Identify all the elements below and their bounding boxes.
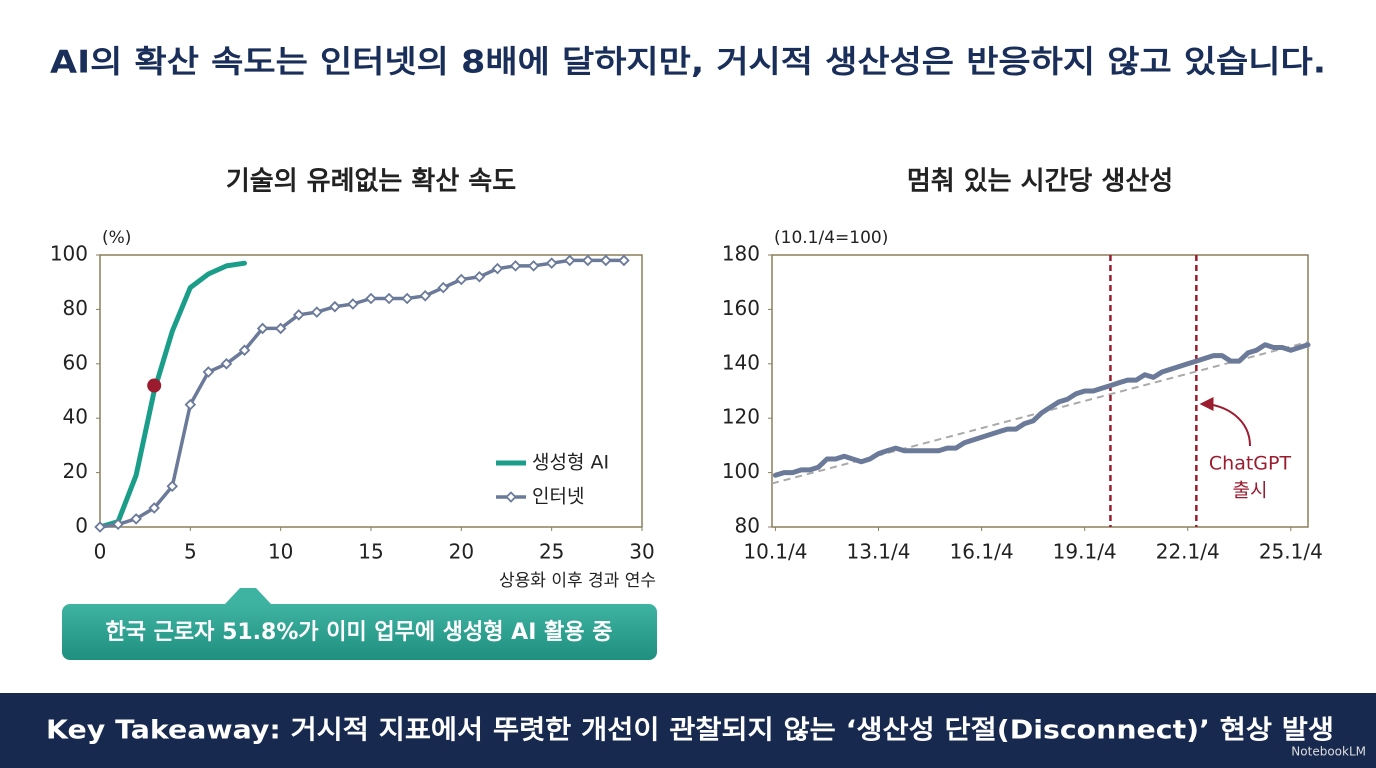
data-point: [329, 300, 341, 313]
x-tick-label: 30: [629, 540, 654, 564]
x-tick-label: 22.1/4: [1156, 540, 1220, 564]
data-point: [202, 366, 215, 378]
highlight-point: [147, 378, 162, 393]
y-tick-label: 120: [722, 405, 760, 429]
data-point: [491, 262, 504, 275]
legend-label: 생성형 AI: [532, 452, 609, 474]
x-tick-label: 10.1/4: [743, 540, 807, 564]
series-line: [97, 260, 247, 530]
y-tick-label: 160: [722, 296, 760, 320]
brand: NotebookLM: [1291, 745, 1366, 759]
data-point: [112, 518, 124, 531]
data-point: [437, 281, 450, 294]
y-tick-label: 80: [63, 296, 88, 320]
data-point: [274, 322, 287, 335]
data-point: [545, 257, 558, 269]
data-point: [184, 398, 197, 411]
data-point: [563, 254, 576, 267]
callout-tab: [225, 588, 271, 604]
x-tick-label: 25: [539, 540, 564, 564]
data-point: [166, 480, 179, 492]
data-point: [455, 273, 468, 286]
data-point: [600, 254, 612, 267]
callout-box: [62, 604, 657, 660]
y-tick-label: 20: [63, 459, 88, 483]
x-tick-label: 15: [358, 540, 383, 564]
annotation-text: 출시: [1233, 480, 1268, 502]
data-point: [292, 309, 305, 321]
data-point: [130, 513, 142, 525]
data-point: [473, 270, 486, 283]
x-axis-label: 상용화 이후 경과 연수: [499, 571, 656, 591]
plot-frame: [771, 254, 1309, 528]
data-point: [256, 322, 269, 335]
callout-text: 한국 근로자 51.8%가 이미 업무에 생성형 AI 활용 중: [106, 620, 613, 645]
chart-title: 멈춰 있는 시간당 생산성: [907, 167, 1173, 197]
y-tick-label: 180: [722, 242, 760, 266]
footer-text: Key Takeaway: 거시적 지표에서 뚜렷한 개선이 관찰되지 않는 ‘…: [46, 716, 1334, 746]
footer-band: [0, 693, 1376, 768]
annotation-text: ChatGPT: [1209, 453, 1292, 475]
x-tick-label: 25.1/4: [1259, 540, 1323, 564]
data-point: [311, 306, 323, 318]
data-point: [148, 502, 160, 514]
data-point: [509, 260, 522, 272]
data-point: [527, 260, 540, 272]
data-point: [347, 298, 359, 310]
data-point: [582, 254, 594, 267]
x-tick-label: 16.1/4: [950, 540, 1014, 564]
y-tick-label: 0: [75, 514, 88, 538]
y-tick-label: 60: [63, 350, 88, 374]
data-point: [220, 358, 233, 370]
x-tick-label: 10: [268, 540, 293, 564]
y-axis-unit: (10.1/4=100): [774, 228, 888, 248]
data-point: [419, 290, 431, 302]
data-point: [238, 344, 251, 356]
x-tick-label: 5: [184, 540, 197, 564]
x-tick-label: 19.1/4: [1053, 540, 1117, 564]
legend-label: 인터넷: [532, 486, 584, 508]
y-tick-label: 100: [722, 459, 760, 483]
x-tick-label: 0: [94, 540, 107, 564]
annotation-arrow: [1199, 397, 1251, 447]
slide-title: AI의 확산 속도는 인터넷의 8배에 달하지만, 거시적 생산성은 반응하지 …: [50, 45, 1326, 81]
legend-marker: [505, 491, 517, 503]
callout: 한국 근로자 51.8%가 이미 업무에 생성형 AI 활용 중: [62, 588, 657, 660]
data-point: [618, 254, 630, 267]
y-tick-label: 40: [63, 405, 88, 429]
series-line: [772, 342, 1311, 478]
y-tick-label: 140: [722, 350, 760, 374]
y-tick-label: 80: [735, 514, 760, 538]
data-point: [401, 292, 413, 305]
data-point: [365, 292, 377, 305]
y-axis-unit: (%): [102, 228, 131, 248]
y-tick-label: 100: [50, 242, 88, 266]
data-point: [94, 521, 106, 533]
data-point: [383, 292, 395, 305]
x-tick-label: 13.1/4: [847, 540, 911, 564]
charts: 기술의 유례없는 확산 속도(%)상용화 이후 경과 연수02040608010…: [50, 167, 1323, 592]
x-tick-label: 20: [449, 540, 474, 564]
chart-title: 기술의 유례없는 확산 속도: [226, 167, 516, 197]
